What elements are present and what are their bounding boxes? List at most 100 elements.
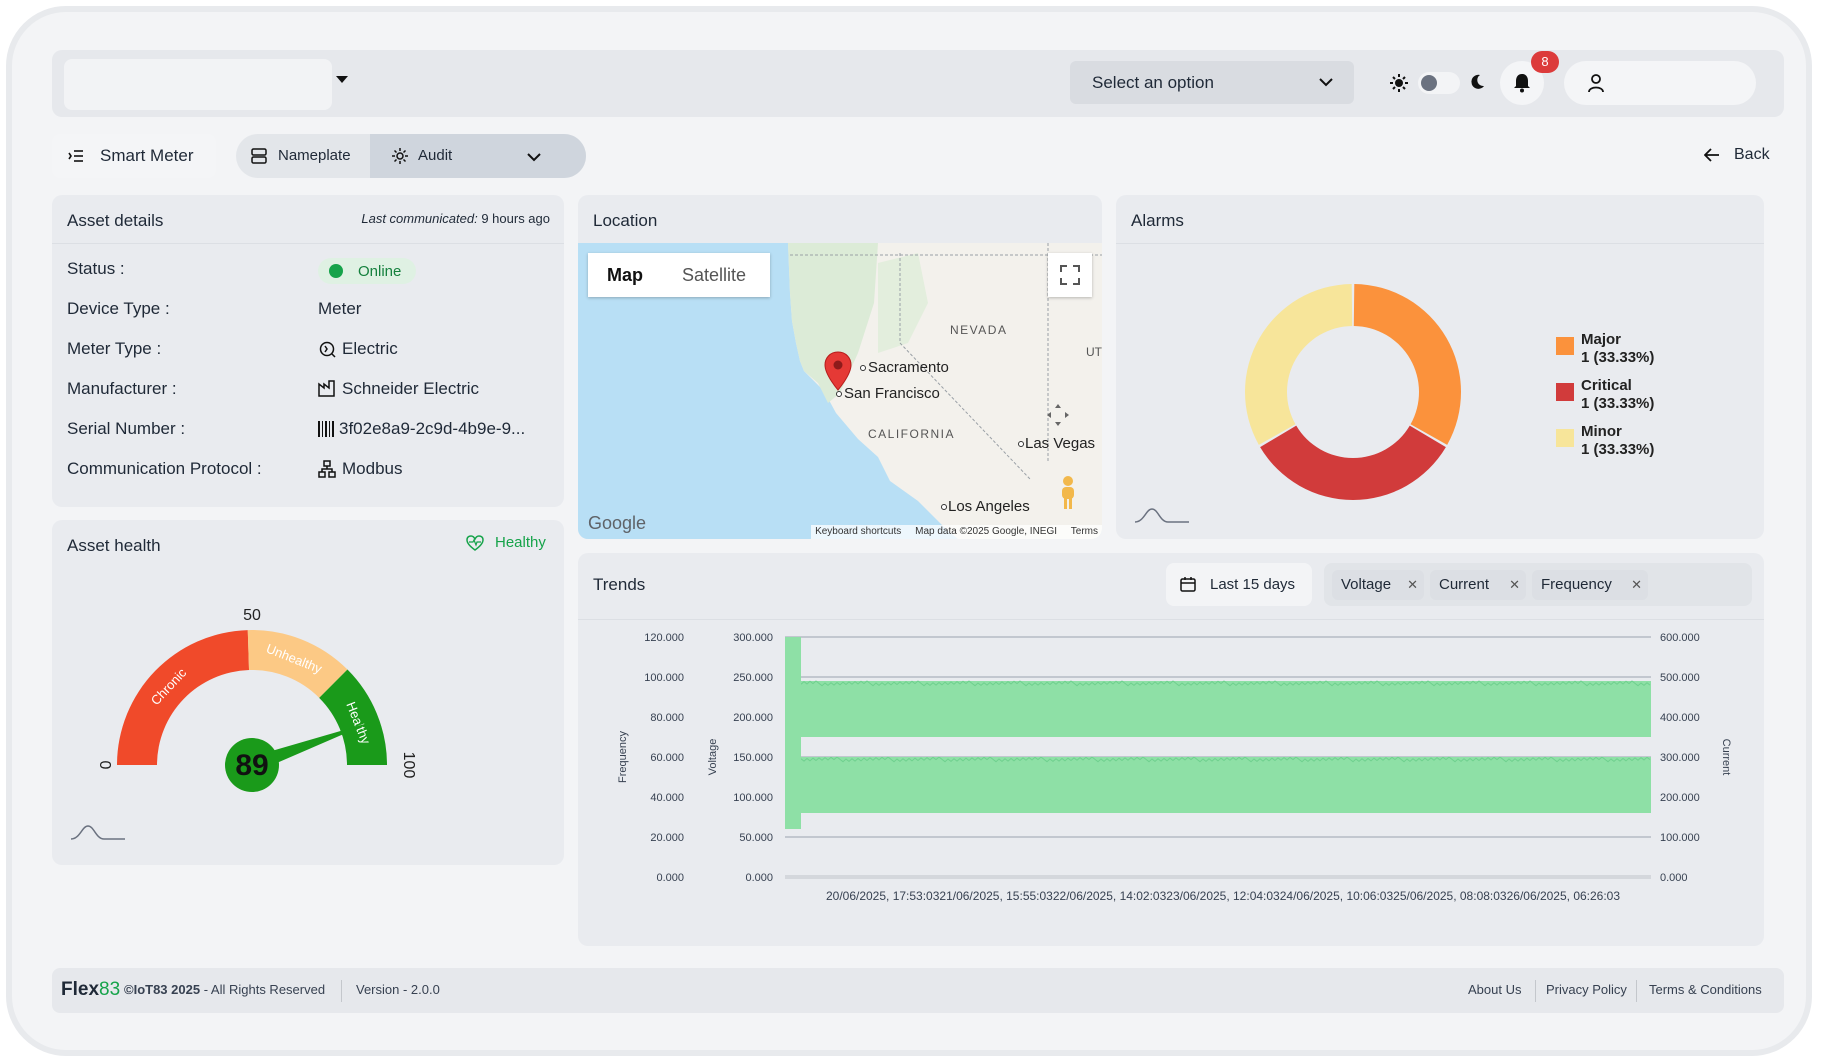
plug-icon (319, 341, 336, 358)
frequency-tick: 120.000 (644, 632, 684, 644)
chevron-down-icon (527, 153, 541, 162)
trends-card: Trends Last 15 days Voltage ✕ Current ✕ … (578, 553, 1764, 946)
state-border-ca-nv (899, 253, 1031, 480)
location-title: Location (593, 211, 658, 230)
tenant-dropdown-caret-icon[interactable] (336, 76, 348, 83)
health-status: Healthy (495, 534, 546, 551)
notification-badge: 8 (1531, 51, 1559, 73)
chip-current-label: Current (1439, 576, 1490, 593)
map-tab-map[interactable]: Map (607, 265, 643, 285)
about-us-link[interactable]: About Us (1468, 982, 1522, 997)
remove-current-icon[interactable]: ✕ (1509, 577, 1520, 592)
version: Version - 2.0.0 (356, 982, 440, 997)
meter-type-label: Meter Type : (67, 339, 162, 358)
asset-health-title: Asset health (67, 536, 161, 555)
status-label: Status : (67, 259, 125, 278)
frequency-tick: 60.000 (650, 752, 684, 764)
map-tab-satellite[interactable]: Satellite (682, 265, 747, 285)
user-menu[interactable] (1564, 61, 1756, 105)
map-view[interactable]: Map Satellite NEVADA CALIFORNIA UT Sacra… (578, 243, 1102, 539)
alarms-title: Alarms (1131, 211, 1184, 230)
series-area-2[interactable] (801, 757, 1651, 813)
copyright: ©IoT83 2025 - All Rights Reserved (124, 982, 326, 997)
tenant-input[interactable] (64, 59, 332, 110)
back-button[interactable]: Back (1690, 134, 1784, 176)
location-pin-icon[interactable] (824, 351, 852, 391)
bell-icon (1514, 74, 1530, 93)
region-california: CALIFORNIA (868, 427, 956, 441)
donut-slice-critical[interactable] (1260, 425, 1446, 500)
sun-icon[interactable] (1390, 74, 1408, 92)
asset-title: Smart Meter (100, 146, 194, 165)
server-icon (251, 148, 267, 164)
pan-control-icon[interactable] (1046, 403, 1070, 427)
place-los-angeles: Los Angeles (948, 498, 1030, 515)
date-range-button[interactable]: Last 15 days (1166, 563, 1312, 606)
list-indent-icon (68, 150, 83, 162)
tab-audit[interactable]: Audit (370, 134, 586, 178)
asset-health-card: Asset health Healthy Chronic Unhealthy Hea… (52, 520, 564, 865)
manufacturer-label: Manufacturer : (67, 379, 177, 398)
option-select[interactable]: Select an option (1070, 61, 1354, 104)
gauge-mid-label: 50 (243, 607, 261, 624)
manufacturer-value: Schneider Electric (342, 379, 480, 398)
footer-logo: Flex83 (61, 979, 121, 1000)
serial-number-label: Serial Number : (67, 419, 186, 438)
green-area (788, 243, 878, 403)
fullscreen-button[interactable] (1048, 253, 1092, 297)
footer-divider (341, 980, 342, 1002)
current-tick: 500.000 (1660, 672, 1700, 684)
current-tick: 300.000 (1660, 752, 1700, 764)
terms-link[interactable]: Terms (1070, 526, 1098, 537)
frequency-tick: 20.000 (650, 832, 684, 844)
privacy-policy-link[interactable]: Privacy Policy (1546, 982, 1627, 997)
moon-icon[interactable] (1468, 73, 1486, 91)
heart-pulse-icon (466, 535, 484, 551)
legend-label-minor: Minor (1581, 423, 1622, 440)
card-divider (1116, 243, 1764, 244)
chip-current: Current ✕ (1430, 570, 1526, 600)
legend-label-critical: Critical (1581, 377, 1632, 394)
region-utah: UT (1086, 345, 1102, 359)
gauge-min-label: 0 (96, 761, 113, 770)
place-dot (860, 365, 866, 371)
series-area-1[interactable] (801, 681, 1651, 737)
arrow-left-icon (1704, 148, 1719, 162)
theme-toggle[interactable] (1418, 72, 1460, 94)
meter-type-value: Electric (342, 339, 398, 358)
gauge-needle (249, 721, 372, 773)
frequency-tick: 40.000 (650, 792, 684, 804)
asset-title-chip: Smart Meter (52, 134, 216, 178)
asset-details-title: Asset details (67, 211, 164, 230)
tab-nameplate[interactable]: Nameplate (236, 134, 370, 178)
keyboard-shortcuts-link[interactable]: Keyboard shortcuts (815, 526, 902, 537)
frequency-tick: 80.000 (650, 712, 684, 724)
voltage-tick: 200.000 (733, 712, 773, 724)
barcode-icon (318, 421, 334, 437)
chip-frequency: Frequency ✕ (1532, 570, 1648, 600)
legend-swatch-minor (1556, 429, 1574, 447)
current-tick: 0.000 (1660, 872, 1688, 884)
trends-chart: 120.000 300.000 600.000 100.000 250.000 500.0… (617, 632, 1732, 903)
map-data-credit: Map data ©2025 Google, INEGI (915, 526, 1058, 537)
alarms-donut-chart (1245, 284, 1461, 500)
voltage-tick: 50.000 (739, 832, 773, 844)
remove-voltage-icon[interactable]: ✕ (1407, 577, 1418, 592)
frequency-tick: 0.000 (656, 872, 684, 884)
device-type-label: Device Type : (67, 299, 170, 318)
donut-slice-minor[interactable] (1245, 284, 1353, 445)
remove-frequency-icon[interactable]: ✕ (1631, 577, 1642, 592)
pegman-icon[interactable] (1058, 475, 1078, 511)
footer-divider (1535, 980, 1536, 1002)
date-range-label: Last 15 days (1210, 576, 1296, 593)
donut-slice-major[interactable] (1353, 284, 1461, 445)
serial-number-value: 3f02e8a9-2c9d-4b9e-9... (339, 419, 526, 438)
chip-frequency-label: Frequency (1541, 576, 1612, 593)
device-type-value: Meter (318, 299, 362, 318)
network-icon (318, 460, 336, 478)
user-icon (1588, 74, 1604, 93)
series-multiselect[interactable]: Voltage ✕ Current ✕ Frequency ✕ (1324, 563, 1752, 606)
place-las-vegas: Las Vegas (1025, 435, 1096, 452)
terms-link[interactable]: Terms & Conditions (1649, 982, 1762, 997)
